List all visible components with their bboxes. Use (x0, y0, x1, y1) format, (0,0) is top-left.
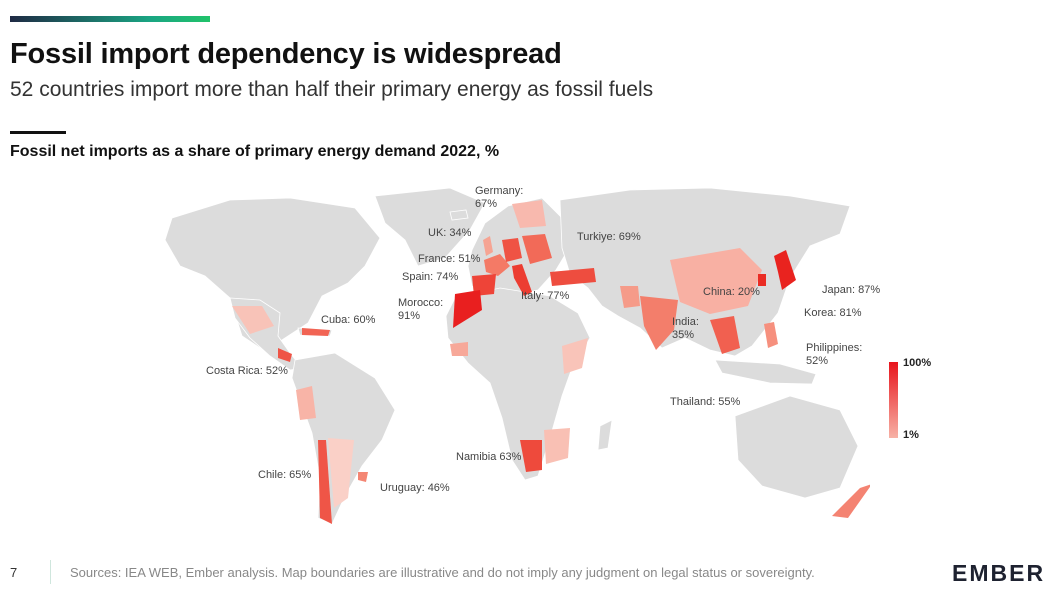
country-cuba (302, 328, 330, 336)
label-uruguay: Uruguay: 46% (380, 482, 450, 494)
country-namibia (520, 440, 542, 472)
label-spain: Spain: 74% (402, 271, 459, 283)
country-germany (502, 238, 522, 262)
label-chile: Chile: 65% (258, 469, 312, 481)
country-france (484, 254, 510, 276)
country-turkiye (550, 268, 596, 286)
country-west-africa (450, 342, 468, 356)
legend-color-bar (889, 362, 898, 438)
land-madagascar (597, 419, 613, 451)
country-costa-rica (278, 348, 292, 362)
land-iceland (449, 209, 469, 221)
country-uruguay (358, 472, 368, 482)
label-cuba: Cuba: 60% (321, 314, 376, 326)
land-greenland (374, 187, 486, 267)
country-eastern-europe (522, 234, 552, 264)
country-southern-africa (544, 428, 570, 464)
country-mexico (232, 306, 274, 334)
page-number: 7 (10, 565, 18, 580)
label-morocco: Morocco: 91% (398, 297, 444, 322)
label-namibia: Namibia 63% (456, 451, 522, 463)
footer-divider (50, 560, 51, 584)
label-costa-rica: Costa Rica: 52% (206, 365, 288, 377)
label-korea: Korea: 81% (804, 307, 862, 319)
country-argentina (328, 438, 354, 508)
world-map (150, 178, 870, 528)
page-title: Fossil import dependency is widespread (10, 38, 562, 70)
country-philippines (764, 322, 778, 348)
title-rule (10, 131, 66, 134)
label-japan: Japan: 87% (822, 284, 881, 296)
country-morocco (453, 290, 482, 328)
ember-logo: EMBER (952, 560, 1046, 586)
source-note: Sources: IEA WEB, Ember analysis. Map bo… (70, 565, 815, 580)
label-thailand: Thailand: 55% (670, 396, 741, 408)
label-uk: UK: 34% (428, 227, 472, 239)
country-scandinavia (512, 200, 546, 228)
country-chile (318, 440, 332, 524)
country-uk (483, 236, 493, 256)
label-italy: Italy: 77% (521, 290, 570, 302)
label-turkiye: Turkiye: 69% (577, 231, 641, 243)
country-southeast-asia (710, 316, 740, 354)
world-map-svg (164, 187, 870, 525)
label-china: China: 20% (703, 286, 760, 298)
accent-bar (10, 16, 210, 22)
country-korea (758, 274, 766, 286)
label-germany: Germany: 67% (475, 185, 524, 210)
label-india: India: 35% (672, 316, 699, 341)
page-subtitle: 52 countries import more than half their… (10, 78, 654, 101)
country-peru (296, 386, 316, 420)
country-italy (512, 264, 532, 296)
legend-max-label: 100% (903, 357, 932, 369)
label-philippines: Philippines: 52% (806, 342, 863, 367)
country-china (670, 248, 762, 314)
country-japan (774, 250, 796, 290)
chart-title: Fossil net imports as a share of primary… (10, 143, 500, 160)
label-france: France: 51% (418, 253, 481, 265)
land-australia (734, 395, 859, 499)
land-north-america (164, 197, 381, 349)
country-east-africa (562, 338, 588, 374)
legend-min-label: 1% (903, 429, 919, 441)
country-india (640, 296, 678, 350)
country-pakistan (620, 286, 640, 308)
country-new-zealand (832, 484, 870, 518)
land-indonesia (714, 359, 817, 385)
